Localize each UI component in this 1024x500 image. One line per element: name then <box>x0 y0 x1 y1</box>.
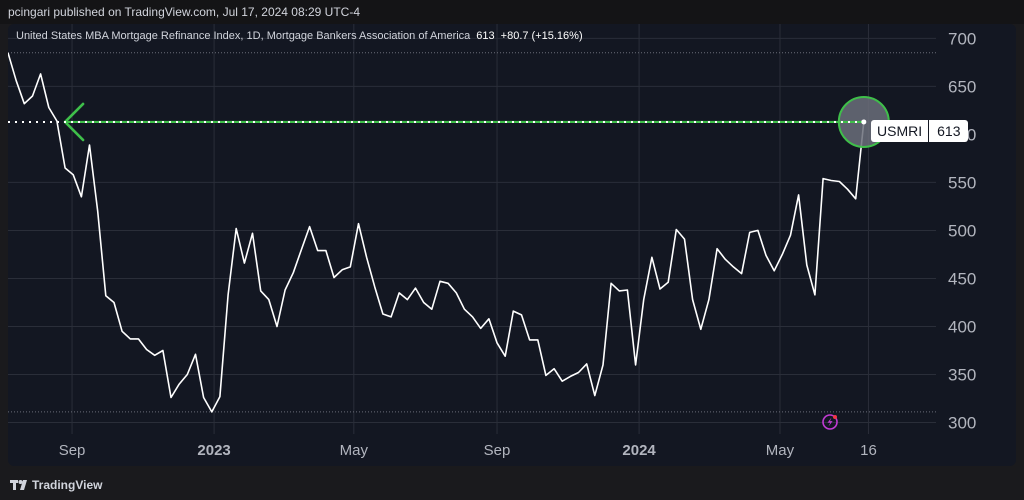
tradingview-logo-icon <box>10 480 27 490</box>
footer: TradingView <box>0 470 1024 500</box>
chart-svg[interactable]: Sep 2023 May Sep 2024 May 16 300 350 400 450 500 550… <box>8 24 1016 466</box>
annotation-layer <box>8 95 890 148</box>
series-layer <box>8 52 865 413</box>
y-tick-label: 450 <box>948 269 976 288</box>
x-tick-label: Sep <box>484 442 511 459</box>
y-tick-label: 550 <box>948 173 976 192</box>
y-tick-label: 300 <box>948 413 976 432</box>
y-tick-label: 400 <box>948 317 976 336</box>
x-tick-label: 2024 <box>622 442 656 459</box>
publisher-line: pcingari published on TradingView.com, J… <box>8 5 360 19</box>
last-point-marker <box>861 119 867 125</box>
y-tick-label: 650 <box>948 77 976 96</box>
x-tick-label: 2023 <box>197 442 230 459</box>
x-tick-label: 16 <box>860 442 877 459</box>
series-line <box>8 52 865 413</box>
flash-icon[interactable] <box>822 414 838 430</box>
publisher-bar: pcingari published on TradingView.com, J… <box>0 0 1024 24</box>
legend-title: United States MBA Mortgage Refinance Ind… <box>16 30 471 42</box>
x-tick-label: Sep <box>59 442 86 459</box>
axis-layer: Sep 2023 May Sep 2024 May 16 300 350 400 450 500 550… <box>59 29 977 459</box>
chart-legend[interactable]: United States MBA Mortgage Refinance Ind… <box>16 30 583 42</box>
chart-panel[interactable]: Sep 2023 May Sep 2024 May 16 300 350 400 450 500 550… <box>8 24 1016 466</box>
legend-change: +80.7 (+15.16%) <box>500 30 583 42</box>
legend-value: 613 <box>476 30 495 42</box>
x-tick-label: May <box>340 442 369 459</box>
reference-lines <box>8 52 936 413</box>
last-price-badge: USMRI 613 <box>871 120 969 142</box>
badge-symbol: USMRI <box>871 120 929 142</box>
y-tick-label: 350 <box>948 365 976 384</box>
y-tick-label: 500 <box>948 221 976 240</box>
badge-price: 613 <box>928 120 969 142</box>
x-tick-label: May <box>766 442 795 459</box>
y-tick-label: 700 <box>948 29 976 48</box>
footer-brand[interactable]: TradingView <box>32 478 103 492</box>
grid-layer <box>8 24 936 434</box>
